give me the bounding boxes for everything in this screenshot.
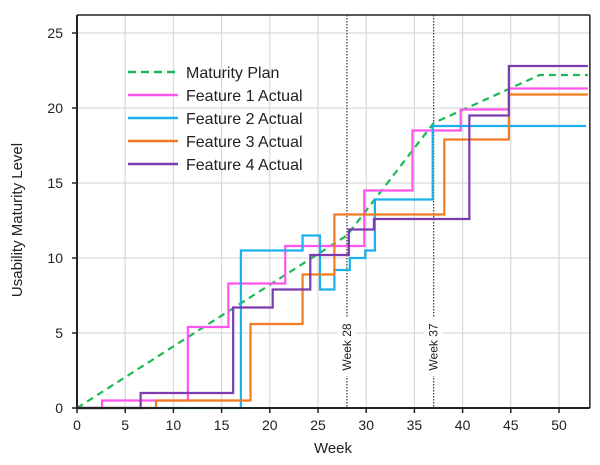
- week-marker-label: Week 28: [340, 323, 354, 370]
- x-tick-label: 5: [121, 417, 129, 433]
- y-tick-label: 10: [47, 250, 63, 266]
- week-marker-label-bg: [424, 318, 443, 376]
- x-tick-label: 40: [455, 417, 471, 433]
- legend-label: Maturity Plan: [186, 65, 279, 82]
- x-tick-label: 35: [407, 417, 423, 433]
- week-markers: Week 28 Week 37: [337, 15, 443, 408]
- x-tick-label: 20: [262, 417, 278, 433]
- x-tick-label: 45: [503, 417, 519, 433]
- x-axis-label: Week: [314, 440, 353, 457]
- grid: [77, 15, 590, 408]
- y-tick-label: 15: [47, 175, 63, 191]
- x-tick-label: 15: [214, 417, 230, 433]
- week-marker-label: Week 37: [427, 323, 441, 370]
- series-feature-4-actual: [77, 64, 588, 410]
- y-tick-label: 25: [47, 25, 63, 41]
- x-tick-label: 50: [551, 417, 567, 433]
- legend-label: Feature 2 Actual: [186, 111, 303, 128]
- legend-label: Feature 3 Actual: [186, 134, 303, 151]
- x-tick-label: 30: [358, 417, 374, 433]
- legend: Maturity Plan Feature 1 Actual Feature 2 A…: [128, 65, 303, 174]
- series-lines: [76, 64, 588, 410]
- y-tick-label: 20: [47, 100, 63, 116]
- axes: 0 5 10 15 20 25 30 35 40 45 50 0 5 10 15 20 25: [47, 14, 591, 433]
- series-feature-2-actual: [77, 124, 586, 410]
- y-tick-label: 0: [55, 400, 63, 416]
- x-tick-label: 10: [166, 417, 182, 433]
- series-maturity-plan: [76, 73, 588, 409]
- legend-label: Feature 4 Actual: [186, 157, 303, 174]
- week-marker-label-bg: [337, 318, 356, 376]
- legend-label: Feature 1 Actual: [186, 88, 303, 105]
- x-tick-label: 0: [73, 417, 81, 433]
- y-tick-label: 5: [55, 325, 63, 341]
- y-axis-label: Usability Maturity Level: [9, 143, 26, 297]
- x-tick-label: 25: [310, 417, 326, 433]
- series-feature-3-actual: [77, 93, 588, 410]
